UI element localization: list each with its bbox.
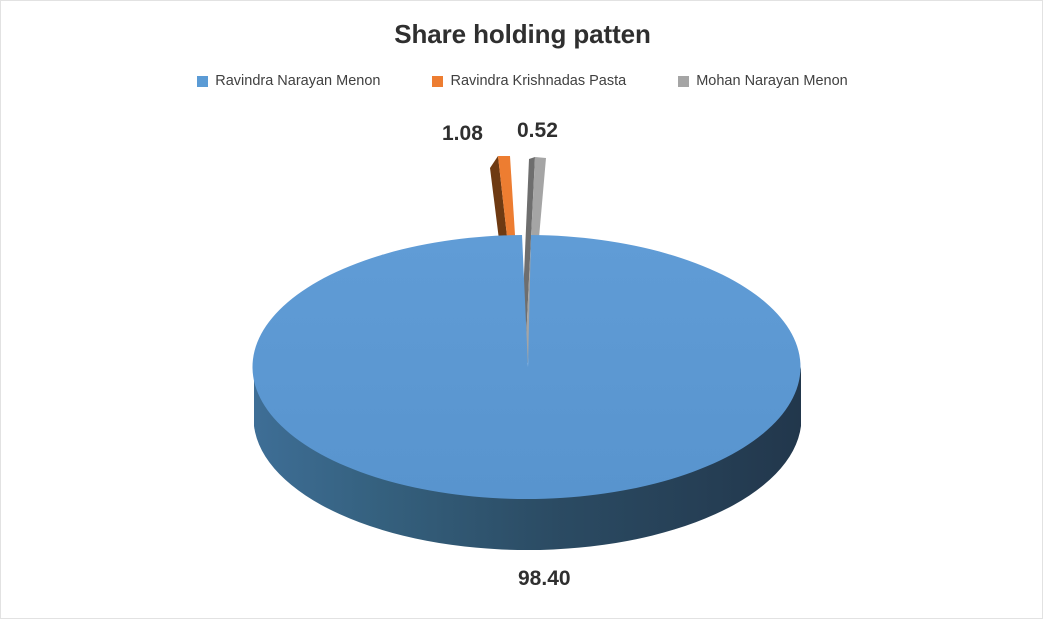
data-label-ravindra-krishnadas-pasta: 1.08 bbox=[442, 122, 483, 145]
data-label-mohan-narayan-menon: 0.52 bbox=[517, 119, 558, 142]
legend-item-mohan-narayan-menon[interactable]: Mohan Narayan Menon bbox=[678, 73, 848, 89]
legend-item-ravindra-narayan-menon[interactable]: Ravindra Narayan Menon bbox=[197, 73, 380, 89]
chart-legend: Ravindra Narayan Menon Ravindra Krishnad… bbox=[1, 73, 1042, 89]
legend-label-mohan-narayan-menon: Mohan Narayan Menon bbox=[696, 73, 848, 89]
pie-slice-blue[interactable] bbox=[252, 235, 801, 499]
legend-label-ravindra-krishnadas-pasta: Ravindra Krishnadas Pasta bbox=[450, 73, 627, 89]
legend-label-ravindra-narayan-menon: Ravindra Narayan Menon bbox=[215, 73, 381, 89]
legend-item-ravindra-krishnadas-pasta[interactable]: Ravindra Krishnadas Pasta bbox=[432, 73, 626, 89]
chart-title: Share holding patten bbox=[394, 19, 651, 49]
legend-swatch-orange-icon bbox=[432, 75, 444, 87]
legend-swatch-gray-icon bbox=[678, 75, 690, 87]
legend-swatch-blue-icon bbox=[197, 75, 209, 87]
data-label-ravindra-narayan-menon: 98.40 bbox=[518, 567, 571, 590]
pie-slice-blue-side bbox=[254, 367, 801, 551]
